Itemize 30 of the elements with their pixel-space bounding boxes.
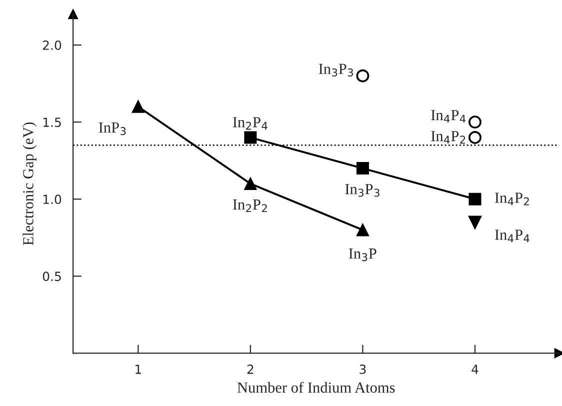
x-axis-title: Number of Indium Atoms: [237, 382, 395, 393]
x-tick-label: 3: [360, 364, 366, 374]
annotation: In$_{4}$P$_{4}$: [494, 230, 530, 242]
y-tick-label: 1.0: [43, 194, 62, 204]
point: [244, 177, 257, 190]
annotation: In$_{4}$P$_{2}$: [494, 192, 529, 206]
x-tick-label: 4: [472, 364, 478, 374]
point: [356, 162, 369, 175]
annotation: In$_{3}$P$_{3}$: [345, 184, 380, 197]
point: [468, 131, 482, 144]
annotation: In$_{4}$P$_{2}$: [431, 131, 466, 144]
point: [468, 216, 482, 229]
annotation: In$_{3}$P: [348, 248, 376, 262]
annotation: In$_{4}$P$_{4}$: [431, 110, 466, 123]
x-tick-label: 2: [247, 364, 254, 374]
y-axis-title: Electronic Gap (eV): [22, 122, 37, 246]
point: [356, 69, 370, 82]
point: [132, 100, 144, 113]
annotation: In$_{3}$P$_{3}$: [318, 64, 354, 77]
y-tick-label: 2.0: [42, 40, 62, 50]
point: [468, 192, 482, 206]
annotation: InP$_{3}$: [98, 122, 126, 136]
point: [244, 131, 257, 144]
y-tick-label: 0.5: [42, 272, 61, 282]
point: [356, 224, 369, 236]
annotation: In$_{2}$P$_{4}$: [232, 117, 268, 130]
annotation: In$_{2}$P$_{2}$: [232, 200, 267, 212]
x-tick-label: 1: [136, 364, 141, 374]
y-tick-label: 1.5: [43, 118, 61, 128]
point: [468, 116, 482, 129]
